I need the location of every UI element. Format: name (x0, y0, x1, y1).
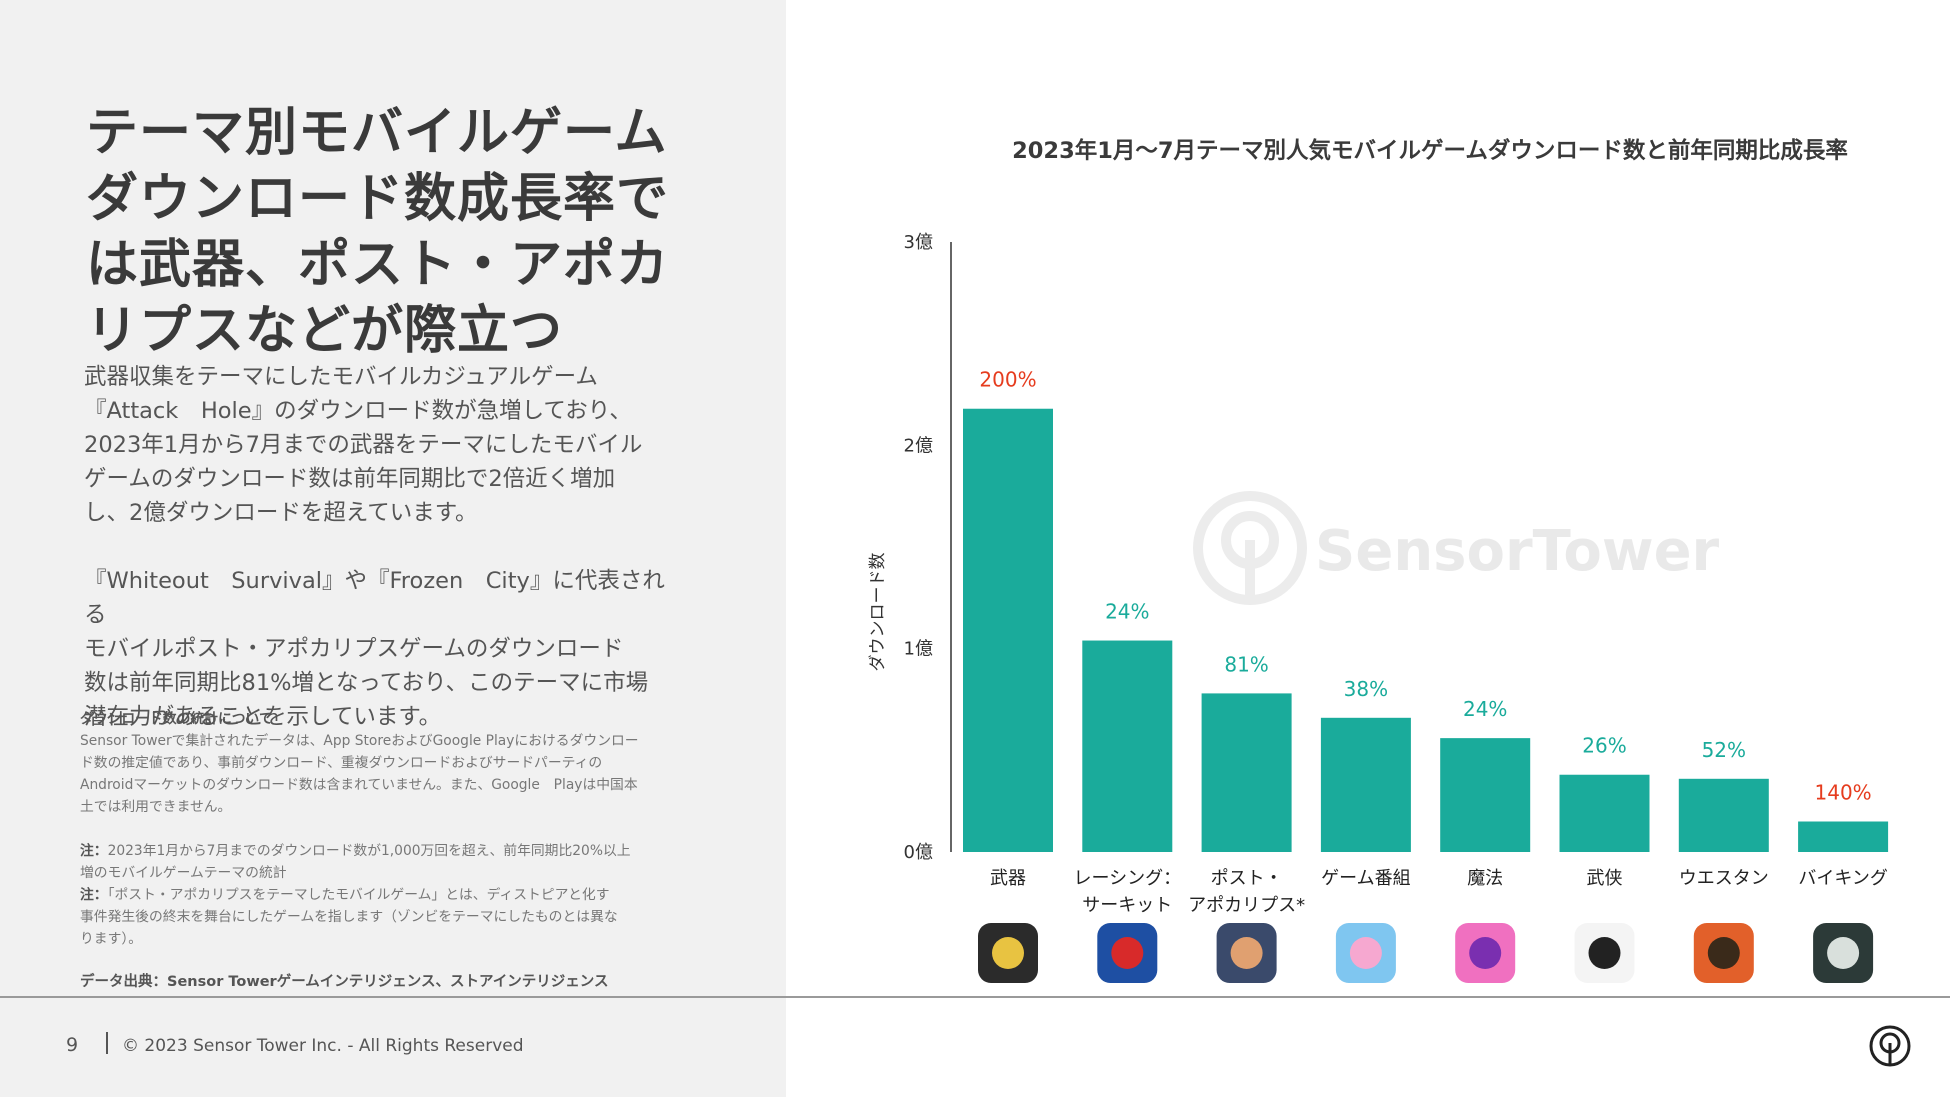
viking-game-icon (1813, 923, 1874, 983)
y-axis-title: ダウンロード数 (868, 553, 888, 672)
paragraph-line: 『Whiteout Survival』や『Frozen City』に代表される (84, 568, 665, 628)
note-line: 増のモバイルゲームテーマの統計 (80, 865, 287, 881)
category-label: ウエスタン (1679, 868, 1769, 889)
growth-label: 140% (1815, 781, 1872, 805)
category-label: レーシング： (1073, 868, 1181, 889)
magic-game-icon (1455, 923, 1516, 983)
chart-title: 2023年1月～7月テーマ別人気モバイルゲームダウンロード数と前年同期比成長率 (1012, 137, 1848, 164)
headline-line: は武器、ポスト・アポカ (86, 235, 670, 295)
copyright: © 2023 Sensor Tower Inc. - All Rights Re… (122, 1036, 524, 1056)
note-label: 注： (80, 887, 108, 903)
notes: ダウンロード数の統計について Sensor Towerで集計されたデータは、Ap… (80, 708, 686, 950)
note-line: ります）。 (80, 931, 143, 947)
data-source: データ出典：Sensor Towerゲームインテリジェンス、ストアインテリジェン… (80, 974, 609, 990)
bar (1320, 717, 1411, 852)
note-1: 注：2023年1月から7月までのダウンロード数が1,000万回を超え、前年同期比… (80, 840, 686, 862)
racing-game-icon (1097, 923, 1158, 983)
stats-title: ダウンロード数の統計について (80, 711, 273, 727)
bar (1678, 778, 1769, 852)
category-label: ポスト・ (1211, 868, 1283, 889)
category-label: サーキット (1082, 895, 1172, 916)
category-label: バイキング (1798, 868, 1887, 889)
growth-label: 52% (1702, 738, 1746, 762)
wuxia-game-icon (1574, 923, 1635, 983)
weapon-game-icon (978, 923, 1038, 983)
paragraph-weapons: 武器収集をテーマにしたモバイルカジュアルゲーム 『Attack Hole』のダウ… (84, 360, 684, 530)
icon-emblem (1827, 937, 1860, 969)
category-label: 武侠 (1587, 868, 1623, 889)
page-number: 9 (66, 1034, 79, 1056)
paragraph-line: 武器収集をテーマにしたモバイルカジュアルゲーム (84, 364, 598, 390)
footer-separator (106, 1032, 108, 1054)
headline: テーマ別モバイルゲーム ダウンロード数成長率で は武器、ポスト・アポカ リプスな… (86, 100, 706, 364)
category-label: アポカリプス* (1188, 895, 1305, 916)
icon-emblem (1349, 937, 1382, 969)
paragraph-line: 『Attack Hole』のダウンロード数が急増しており、 (84, 398, 632, 424)
bar (1440, 738, 1531, 852)
growth-label: 81% (1224, 652, 1268, 676)
category-label: ゲーム番組 (1321, 868, 1410, 889)
stats-line: Androidマーケットのダウンロード数は含まれていません。また、Google … (80, 777, 638, 793)
paragraph-post-apocalypse: 『Whiteout Survival』や『Frozen City』に代表される … (84, 564, 684, 734)
category-label: 魔法 (1467, 868, 1503, 889)
paragraph-line: 数は前年同期比81%増となっており、このテーマに市場 (84, 670, 649, 696)
paragraph-line: し、2億ダウンロードを超えています。 (84, 500, 478, 526)
headline-line: ダウンロード数成長率で (86, 169, 670, 229)
icon-emblem (992, 937, 1024, 969)
icon-emblem (1111, 937, 1144, 969)
bar-chart: 2023年1月～7月テーマ別人気モバイルゲームダウンロード数と前年同期比成長率 … (868, 137, 1889, 983)
y-tick-label: 1億 (904, 639, 933, 660)
headline-line: テーマ別モバイルゲーム (86, 103, 668, 163)
growth-label: 26% (1582, 734, 1626, 758)
left-panel (0, 0, 786, 1097)
growth-labels: 200% 24% 81% 38% 24% 26% 52% 140% (979, 368, 1871, 805)
growth-label: 38% (1344, 677, 1388, 701)
growth-label: 24% (1105, 600, 1149, 624)
bar (1559, 774, 1650, 852)
growth-label: 24% (1463, 697, 1507, 721)
y-axis-ticks: 0億 1億 2億 3億 (904, 232, 933, 863)
growth-label: 200% (979, 368, 1036, 392)
stats-line: ド数の推定値であり、事前ダウンロード、重複ダウンロードおよびサードパーティの (80, 755, 603, 771)
stats-line: 土では利用できません。 (80, 799, 232, 815)
bars (963, 408, 1889, 852)
paragraph-line: 2023年1月から7月までの武器をテーマにしたモバイル (84, 432, 643, 458)
note-line: 事件発生後の終末を舞台にしたゲームを指します（ゾンビをテーマにしたものとは異な (80, 909, 618, 925)
footer-divider (0, 996, 1950, 998)
y-tick-label: 0億 (904, 842, 933, 863)
bar (963, 408, 1053, 852)
watermark: SensorTower (1193, 491, 1720, 605)
paragraph-line: 潜在力があることを示しています。 (84, 704, 442, 730)
icon-emblem (1588, 937, 1621, 969)
note-label: 注： (80, 843, 108, 859)
post-apocalypse-game-icon (1216, 923, 1277, 983)
game-show-icon (1335, 923, 1396, 983)
watermark-text: SensorTower (1315, 519, 1720, 584)
note-text: 2023年1月から7月までのダウンロード数が1,000万回を超え、前年同期比20… (107, 843, 631, 859)
category-label: 武器 (990, 868, 1026, 889)
bar (1201, 693, 1292, 852)
bar (1082, 640, 1173, 852)
note-text: 「ポスト・アポカリプスをテーマしたモバイルゲーム」とは、ディストピアと化す (107, 887, 610, 903)
icon-emblem (1469, 937, 1502, 969)
stats-line: Sensor Towerで集計されたデータは、App StoreおよびGoogl… (80, 733, 639, 749)
sensor-tower-logo-icon (1869, 1025, 1911, 1067)
note-2: 注：「ポスト・アポカリプスをテーマしたモバイルゲーム」とは、ディストピアと化す (80, 884, 686, 906)
bar (1798, 821, 1889, 852)
paragraph-line: モバイルポスト・アポカリプスゲームのダウンロード (84, 636, 624, 662)
headline-line: リプスなどが際立つ (86, 301, 564, 361)
y-tick-label: 3億 (904, 232, 933, 253)
category-labels: 武器 レーシング： サーキット ポスト・アポカリプス* ゲーム番組 魔法 武侠 ウエスタン バイ… (990, 868, 1888, 916)
icon-emblem (1230, 937, 1263, 969)
paragraph-line: ゲームのダウンロード数は前年同期比で2倍近く増加 (84, 466, 616, 492)
game-icons (978, 923, 1874, 983)
western-game-icon (1693, 923, 1754, 983)
y-tick-label: 2億 (904, 435, 933, 456)
icon-emblem (1707, 937, 1740, 969)
